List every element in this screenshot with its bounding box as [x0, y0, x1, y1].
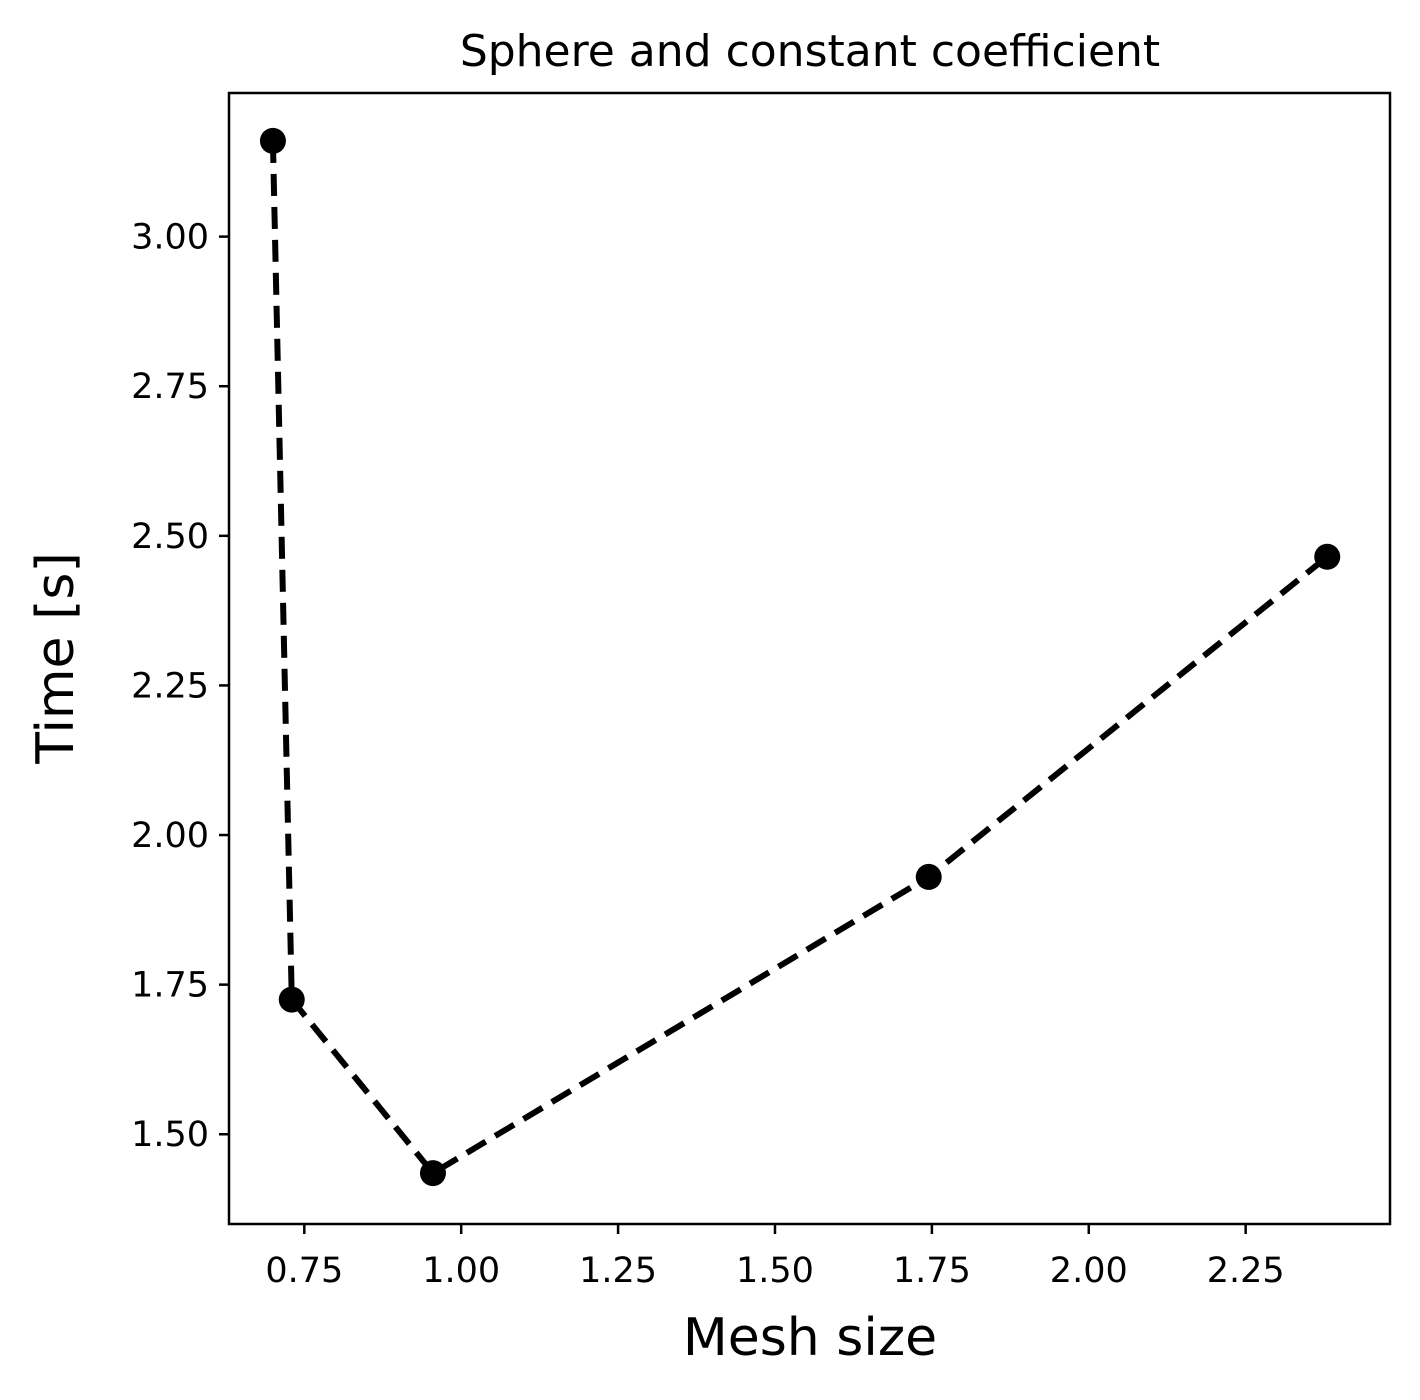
data-point — [915, 863, 942, 890]
y-tick-label: 3.00 — [131, 218, 209, 258]
y-axis-label: Time [s] — [26, 552, 86, 764]
x-tick-label: 1.25 — [579, 1251, 657, 1291]
y-tick-label: 1.50 — [131, 1115, 209, 1155]
y-tick-label: 2.50 — [131, 517, 209, 557]
x-tick-label: 2.25 — [1207, 1251, 1285, 1291]
x-tick-label: 1.50 — [736, 1251, 814, 1291]
y-tick-label: 1.75 — [131, 966, 209, 1006]
data-point — [278, 986, 305, 1013]
data-point — [259, 127, 286, 154]
series-line — [269, 140, 1330, 1177]
x-axis-label: Mesh size — [683, 1308, 937, 1368]
x-tick-label: 2.00 — [1050, 1251, 1128, 1291]
plot-frame — [227, 91, 1392, 1226]
y-tick-label: 2.00 — [131, 816, 209, 856]
y-axis-ticks: 1.50 1.75 2.00 2.25 2.50 2.75 3.00 — [131, 218, 229, 1155]
x-tick-label: 1.75 — [893, 1251, 971, 1291]
x-tick-label: 1.00 — [422, 1251, 500, 1291]
series-layer — [259, 127, 1341, 1187]
data-point — [419, 1160, 446, 1187]
data-point — [1314, 543, 1341, 570]
chart-title: Sphere and constant coefficient — [460, 26, 1160, 77]
x-tick-label: 0.75 — [265, 1251, 343, 1291]
x-axis-ticks: 0.75 1.00 1.25 1.50 1.75 2.00 2.25 — [265, 1224, 1285, 1291]
y-tick-label: 2.75 — [131, 367, 209, 407]
y-tick-label: 2.25 — [131, 666, 209, 706]
